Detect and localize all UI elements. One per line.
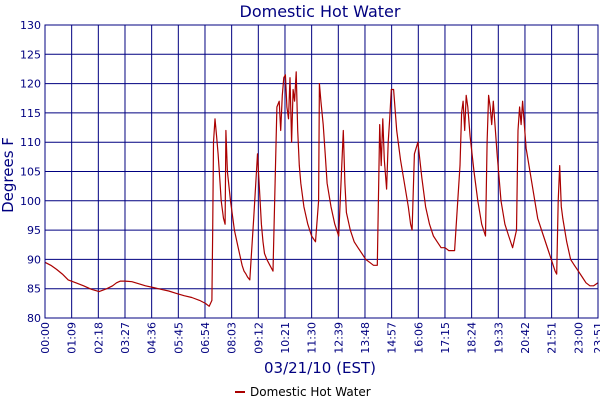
y-axis-ticks: 80 85 90 95 100 105 110 115 120 125 130	[20, 19, 41, 325]
series-layer	[44, 71, 599, 307]
x-tick-label: 04:36	[146, 322, 159, 354]
x-tick-label: 14:57	[386, 322, 399, 354]
series-line-0	[44, 71, 599, 307]
legend-label: Domestic Hot Water	[250, 385, 371, 399]
y-tick-label: 125	[20, 48, 41, 61]
x-tick-label: 02:18	[92, 322, 105, 354]
x-tick-label: 16:06	[412, 322, 425, 354]
y-tick-label: 120	[20, 78, 41, 91]
x-tick-label: 12:39	[332, 322, 345, 354]
y-tick-label: 110	[20, 136, 41, 149]
x-tick-label: 11:30	[306, 322, 319, 354]
y-tick-label: 115	[20, 107, 41, 120]
x-tick-label: 05:45	[172, 322, 185, 354]
x-tick-label: 08:03	[226, 322, 239, 354]
x-tick-label: 18:24	[466, 322, 479, 354]
x-tick-label: 21:51	[546, 322, 559, 354]
x-tick-label: 20:42	[519, 322, 532, 354]
chart-title: Domestic Hot Water	[240, 2, 401, 21]
y-tick-label: 130	[20, 19, 41, 32]
x-tick-label: 23:00	[572, 322, 585, 354]
x-tick-label: 01:09	[66, 322, 79, 354]
x-tick-label: 19:33	[492, 322, 505, 354]
y-tick-label: 105	[20, 166, 41, 179]
y-tick-label: 100	[20, 195, 41, 208]
legend: Domestic Hot Water	[235, 385, 371, 399]
y-tick-label: 90	[27, 253, 41, 266]
grid	[44, 24, 599, 319]
y-tick-label: 80	[27, 312, 41, 325]
x-tick-label: 13:48	[359, 322, 372, 354]
x-axis-ticks: 00:00 01:09 02:18 03:27 04:36 05:45 06:54 08:03…	[39, 322, 600, 354]
x-tick-label: 00:00	[39, 322, 52, 354]
x-tick-label: 03:27	[119, 322, 132, 354]
x-axis-label: 03/21/10 (EST)	[264, 359, 376, 377]
y-axis-label: Degrees F	[0, 137, 17, 213]
x-tick-label: 17:15	[439, 322, 452, 354]
x-tick-label: 06:54	[199, 322, 212, 354]
x-tick-label: 10:21	[279, 322, 292, 354]
x-tick-label: 09:12	[252, 322, 265, 354]
plot-frame	[44, 24, 599, 319]
y-tick-label: 85	[27, 283, 41, 296]
y-tick-label: 95	[27, 224, 41, 237]
x-tick-label: 23:51	[592, 322, 600, 354]
